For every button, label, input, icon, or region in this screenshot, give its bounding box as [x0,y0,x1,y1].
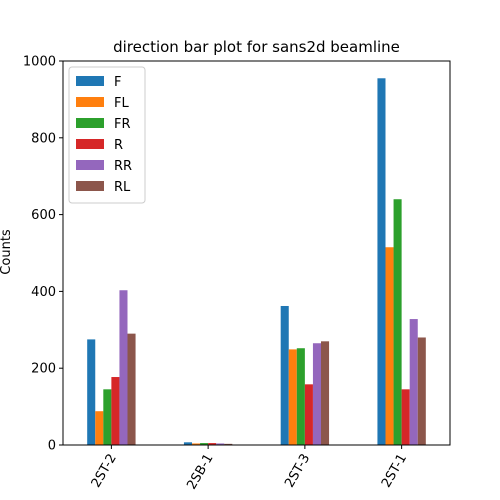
legend-label-fr: FR [114,117,131,132]
bar-fl-2st-3 [288,349,297,445]
legend-swatch-rr [76,160,104,170]
bar-rl-2st-1 [417,337,426,445]
bar-rr-2st-3 [312,343,321,445]
bar-r-2st-3 [304,384,313,445]
bar-rr-2st-1 [409,319,418,445]
bar-fr-2sb-1 [200,443,209,445]
bar-rl-2st-2 [127,333,136,445]
bar-r-2sb-1 [208,443,217,445]
bar-fr-2st-2 [103,389,112,445]
y-tick-label: 800 [31,131,56,146]
bar-f-2st-1 [377,78,386,445]
y-tick-label: 600 [31,208,56,223]
y-tick-label: 400 [31,285,56,300]
legend-label-f: F [114,75,121,90]
legend-swatch-r [76,139,104,149]
bar-f-2st-2 [87,339,96,445]
bar-fr-2st-1 [393,199,402,445]
bar-f-2st-3 [280,305,289,445]
chart-title: direction bar plot for sans2d beamline [113,38,400,56]
plot-frame [62,60,451,446]
legend-label-fl: FL [114,96,129,111]
bar-rl-2st-3 [321,341,330,445]
y-axis: 0 200 400 600 800 1000 [23,55,63,454]
bar-rr-2sb-1 [216,443,225,445]
bar-f-2sb-1 [183,442,192,445]
bar-r-2st-2 [111,377,120,445]
bar-fl-2st-1 [385,247,394,445]
legend-label-r: R [114,138,123,153]
bar-r-2st-1 [401,389,410,445]
y-tick-label: 0 [48,439,56,454]
bars-group [87,78,426,445]
legend-label-rr: RR [114,159,132,174]
bar-fl-2st-2 [95,411,104,445]
legend-swatch-rl [76,181,104,191]
y-tick-label: 200 [31,362,56,377]
bar-rr-2st-2 [119,290,128,445]
legend-swatch-f [76,76,104,86]
legend-swatch-fl [76,97,104,107]
bar-fl-2sb-1 [192,443,201,445]
y-tick-label: 1000 [23,55,56,70]
legend-label-rl: RL [114,180,131,195]
legend-swatch-fr [76,118,104,128]
y-axis-label: Counts [0,229,14,275]
bar-rl-2sb-1 [224,443,233,445]
bar-fr-2st-3 [296,348,305,445]
